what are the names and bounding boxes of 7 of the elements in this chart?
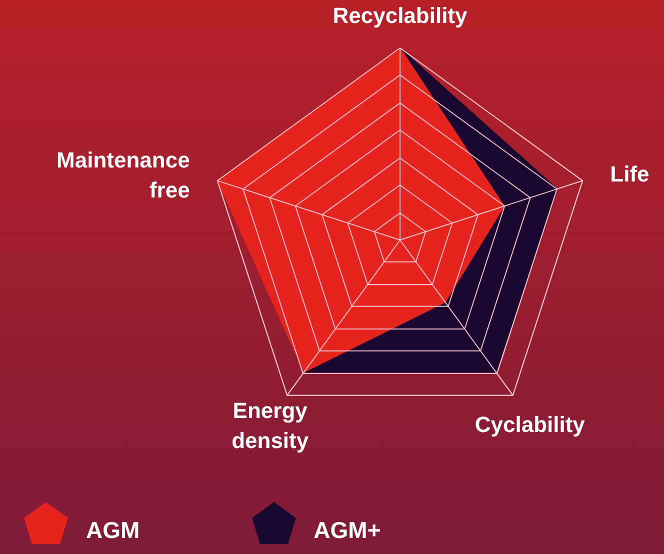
spoke-label: Life [610,162,650,187]
legend-label: AGM+ [314,516,381,544]
legend-label: AGM [86,516,140,544]
spoke-label: Energy density [232,398,310,453]
spoke-label: Maintenance free [56,148,190,203]
spoke-label: Cyclability [474,412,586,437]
spoke-label: Recyclability [332,3,468,28]
